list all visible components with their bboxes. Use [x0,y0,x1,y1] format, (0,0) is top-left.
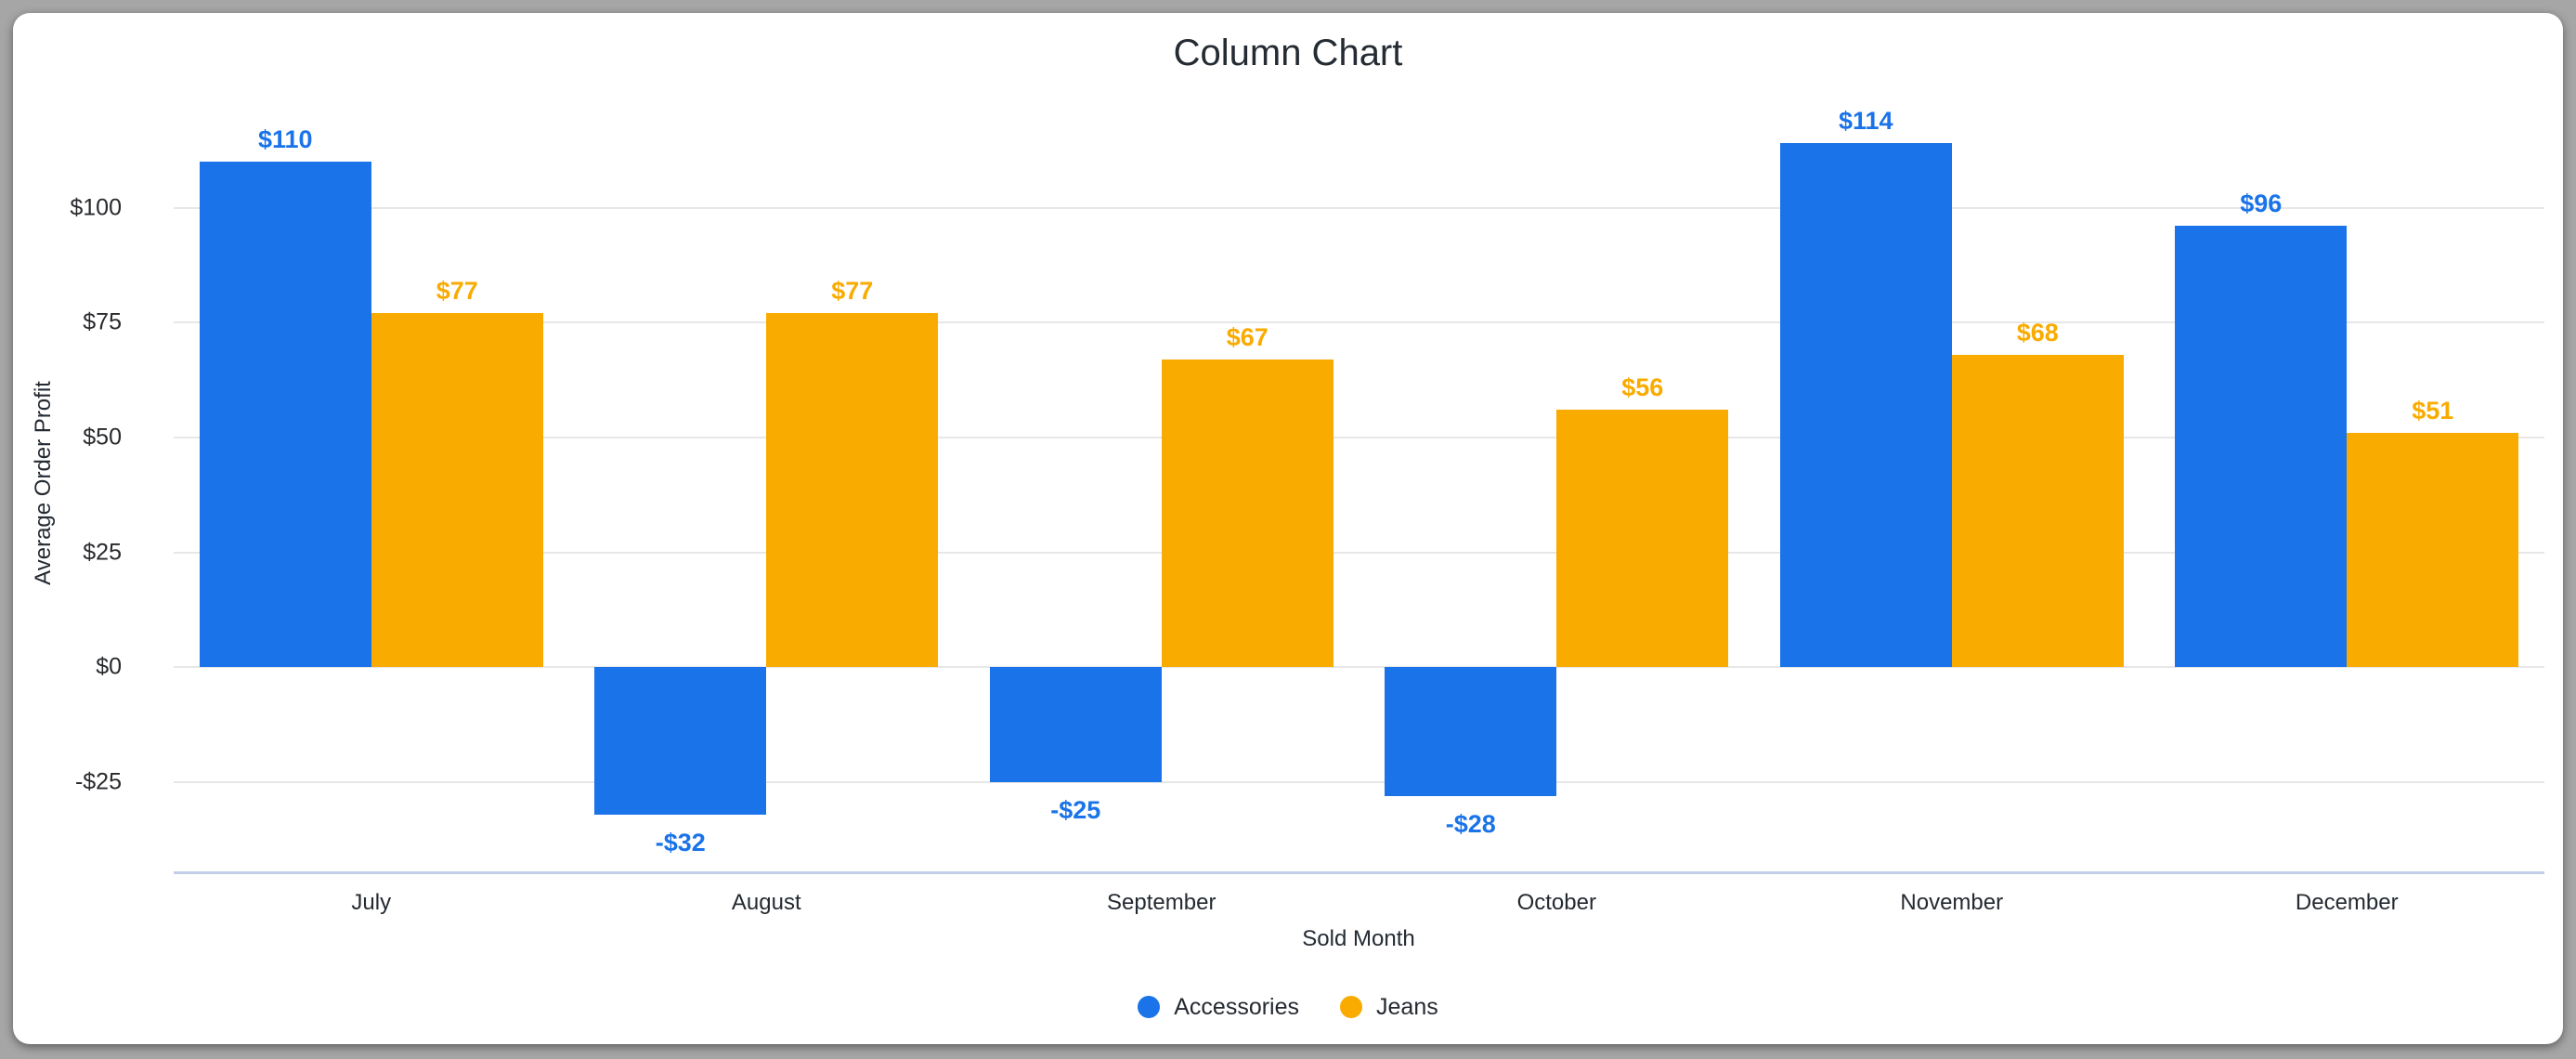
x-tick-label: October [1516,890,1596,915]
bar-value-label: $110 [257,125,313,154]
bar-jeans-october[interactable] [1556,410,1729,668]
bar-jeans-september[interactable] [1161,359,1334,668]
bar-value-label: $51 [2412,397,2454,425]
plot-area: $100 $75 $50 $25 $0 -$25 July $110 $77 August -$32… [70,93,2544,915]
y-tick-label: $75 [83,308,122,335]
gridline-25 [174,551,2544,554]
bar-accessories-september[interactable] [989,667,1162,783]
gridline-50 [174,437,2544,439]
gridline--25 [174,781,2544,784]
bar-value-label: -$32 [655,828,706,856]
x-axis-title: Sold Month [1302,926,1415,951]
bar-value-label: -$25 [1050,796,1101,825]
bar-jeans-december[interactable] [2347,433,2519,668]
legend-label: Accessories [1174,993,1300,1020]
bar-value-label: $96 [2240,190,2283,218]
x-tick-label: September [1107,890,1216,915]
chart-card: Column Chart Average Order Profit $100 $7… [13,13,2563,1044]
y-tick-label: $0 [96,653,122,680]
x-tick-label: August [731,890,801,915]
bar-value-label: $68 [2016,318,2059,346]
bar-accessories-october[interactable] [1385,667,1557,796]
legend-item-accessories[interactable]: Accessories [1138,994,1299,1021]
y-axis-title: Average Order Profit [31,381,56,585]
bar-accessories-november[interactable] [1779,143,1952,668]
bar-jeans-july[interactable] [371,313,543,668]
legend-color-swatch-icon [1138,996,1161,1018]
y-tick-label: $100 [70,194,122,221]
bar-accessories-august[interactable] [594,667,767,815]
bar-value-label: $56 [1621,373,1664,402]
legend-color-swatch-icon [1340,996,1363,1018]
bar-jeans-august[interactable] [766,313,939,668]
bar-accessories-december[interactable] [2175,226,2348,668]
legend: Accessories Jeans [13,991,2563,1023]
x-tick-label: July [351,890,392,915]
y-tick-label: $50 [83,424,122,451]
gridline-75 [174,321,2544,324]
legend-item-jeans[interactable]: Jeans [1340,994,1438,1021]
bar-jeans-november[interactable] [1951,354,2124,668]
bar-value-label: $114 [1838,107,1893,136]
bar-value-label: $77 [831,277,874,306]
bar-value-label: $67 [1226,322,1268,351]
chart-title: Column Chart [1173,33,1403,73]
gridline-100 [174,206,2544,209]
legend-label: Jeans [1376,993,1438,1020]
bar-accessories-july[interactable] [199,162,371,668]
y-tick-label: $25 [83,539,122,566]
bar-value-label: $77 [436,277,478,306]
bar-value-label: -$28 [1445,809,1496,838]
gridline-0 [174,666,2544,669]
x-tick-label: December [2295,890,2399,915]
y-tick-label: -$25 [74,768,122,795]
x-tick-label: November [1900,890,2004,915]
x-axis-line [174,871,2544,874]
